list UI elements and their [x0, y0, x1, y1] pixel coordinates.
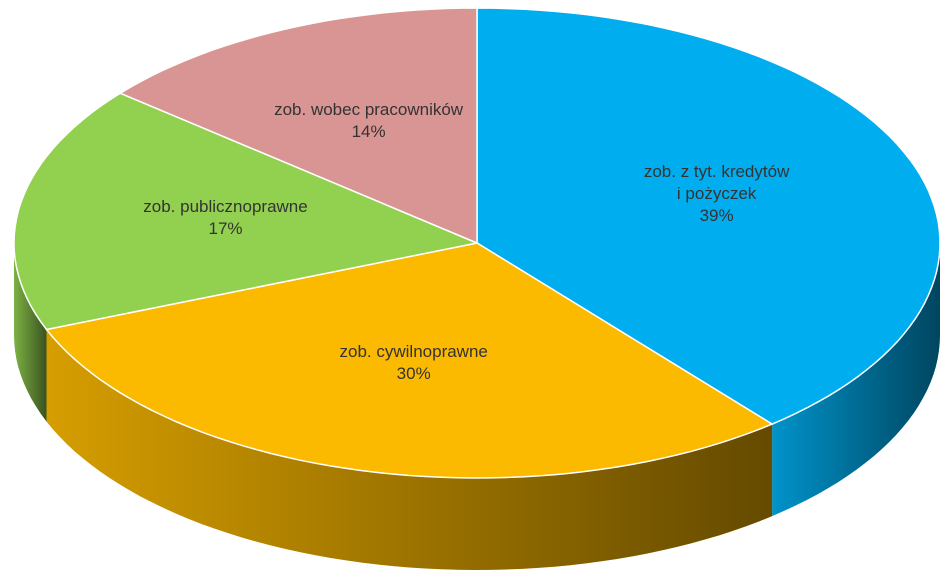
slice-label-line: zob. z tyt. kredytów	[644, 162, 790, 181]
pie-tops	[13, 7, 941, 479]
slice	[118, 7, 478, 245]
slice-label-line: zob. cywilnoprawne	[340, 342, 488, 361]
slice-value-label: 17%	[208, 219, 242, 238]
slice	[45, 242, 774, 479]
slice-value-label: 14%	[352, 122, 386, 141]
slice-value-label: 30%	[397, 364, 431, 383]
slice	[13, 92, 480, 331]
pie-labels: zob. z tyt. kredytów i pożyczek 39% zob. cy…	[143, 100, 790, 383]
slice-label-line: i pożyczek	[677, 184, 757, 203]
slice	[476, 7, 941, 425]
slice-side-shade	[46, 329, 773, 570]
slice-label-line: zob. wobec pracowników	[274, 100, 464, 119]
slice-label: zob. wobec pracowników	[274, 100, 464, 119]
slice-side-shade	[772, 243, 940, 517]
slice-label-line: zob. publicznoprawne	[143, 197, 307, 216]
slice-label: zob. publicznoprawne	[143, 197, 307, 216]
slice-value-label: 39%	[700, 206, 734, 225]
slice-label: zob. z tyt. kredytów i pożyczek	[644, 162, 790, 203]
slice-label: zob. cywilnoprawne	[340, 342, 488, 361]
